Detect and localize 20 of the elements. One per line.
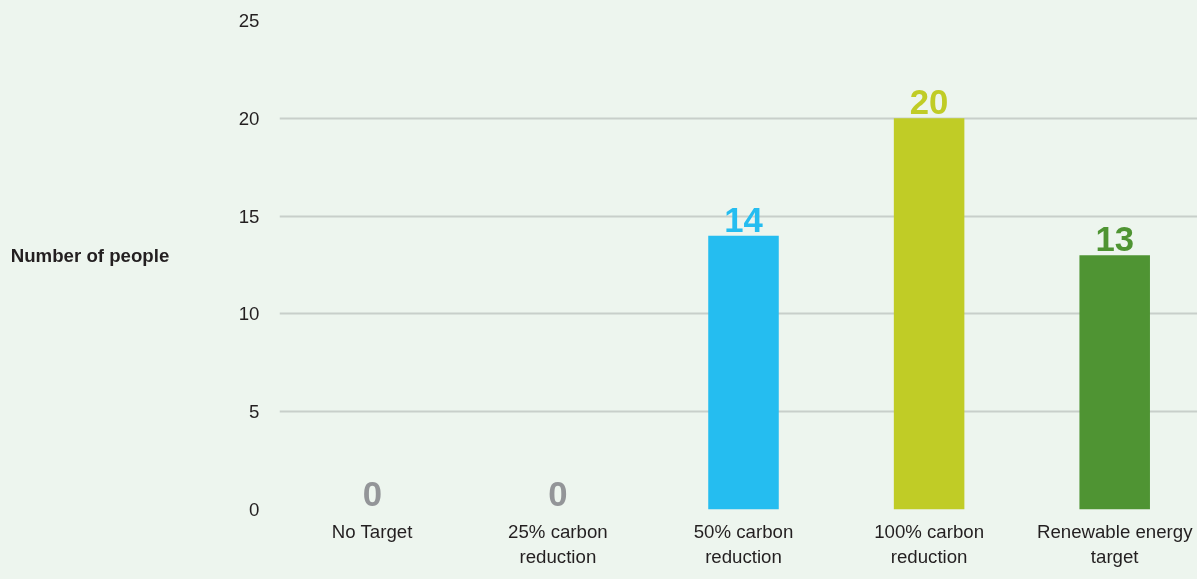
y-tick-label: 15 xyxy=(238,205,260,227)
x-tick-label: 50% carbon reduction xyxy=(693,520,794,567)
bar xyxy=(893,118,965,510)
x-tick-label: No Target xyxy=(331,520,414,542)
data-label: 14 xyxy=(724,200,764,239)
y-tick-label: 20 xyxy=(238,107,260,129)
x-tick-label: 25% carbon reduction xyxy=(508,520,608,567)
bar xyxy=(1079,255,1150,510)
y-tick-label: 25 xyxy=(238,10,260,31)
data-label: 0 xyxy=(548,474,568,513)
data-label: 20 xyxy=(909,83,949,122)
data-label: 0 xyxy=(362,474,382,513)
x-tick-label: 100% carbon reduction xyxy=(874,520,985,567)
y-tick-label: 10 xyxy=(238,303,260,325)
y-axis-title: Number of people xyxy=(9,244,171,268)
bar xyxy=(708,235,779,510)
data-label: 13 xyxy=(1095,220,1134,259)
y-tick-label: 5 xyxy=(249,401,260,423)
x-tick-label: Renewable energy target xyxy=(1036,520,1194,567)
y-tick-label: 0 xyxy=(249,499,260,520)
